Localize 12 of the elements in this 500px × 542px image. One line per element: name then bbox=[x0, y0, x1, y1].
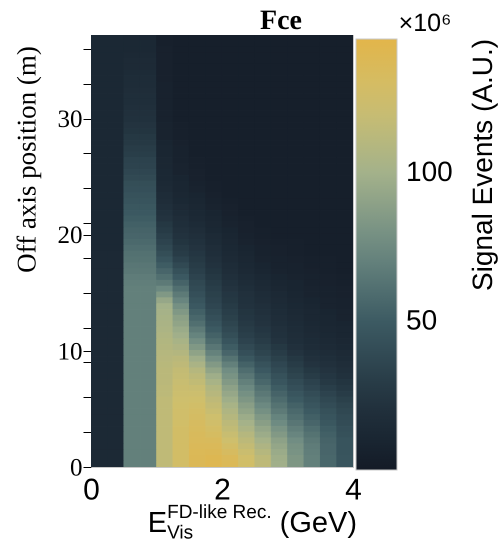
x-tick-label: 2 bbox=[214, 474, 231, 506]
color-bar-label: 50 bbox=[406, 304, 438, 336]
color-bar-label: 100 bbox=[406, 156, 453, 187]
y-tick-label: 10 bbox=[58, 338, 82, 366]
y-tick-label: 20 bbox=[58, 222, 82, 250]
y-tick-label: 30 bbox=[58, 106, 82, 134]
color-bar-title: Signal Events (A.U.) bbox=[467, 38, 498, 292]
y-tick-label: 0 bbox=[70, 454, 82, 482]
chart-title: Fce bbox=[260, 5, 302, 36]
y-axis-title: Off axis position (m) bbox=[12, 46, 42, 273]
text: ×10⁶ bbox=[398, 9, 452, 37]
x-tick-label: 4 bbox=[345, 474, 362, 506]
